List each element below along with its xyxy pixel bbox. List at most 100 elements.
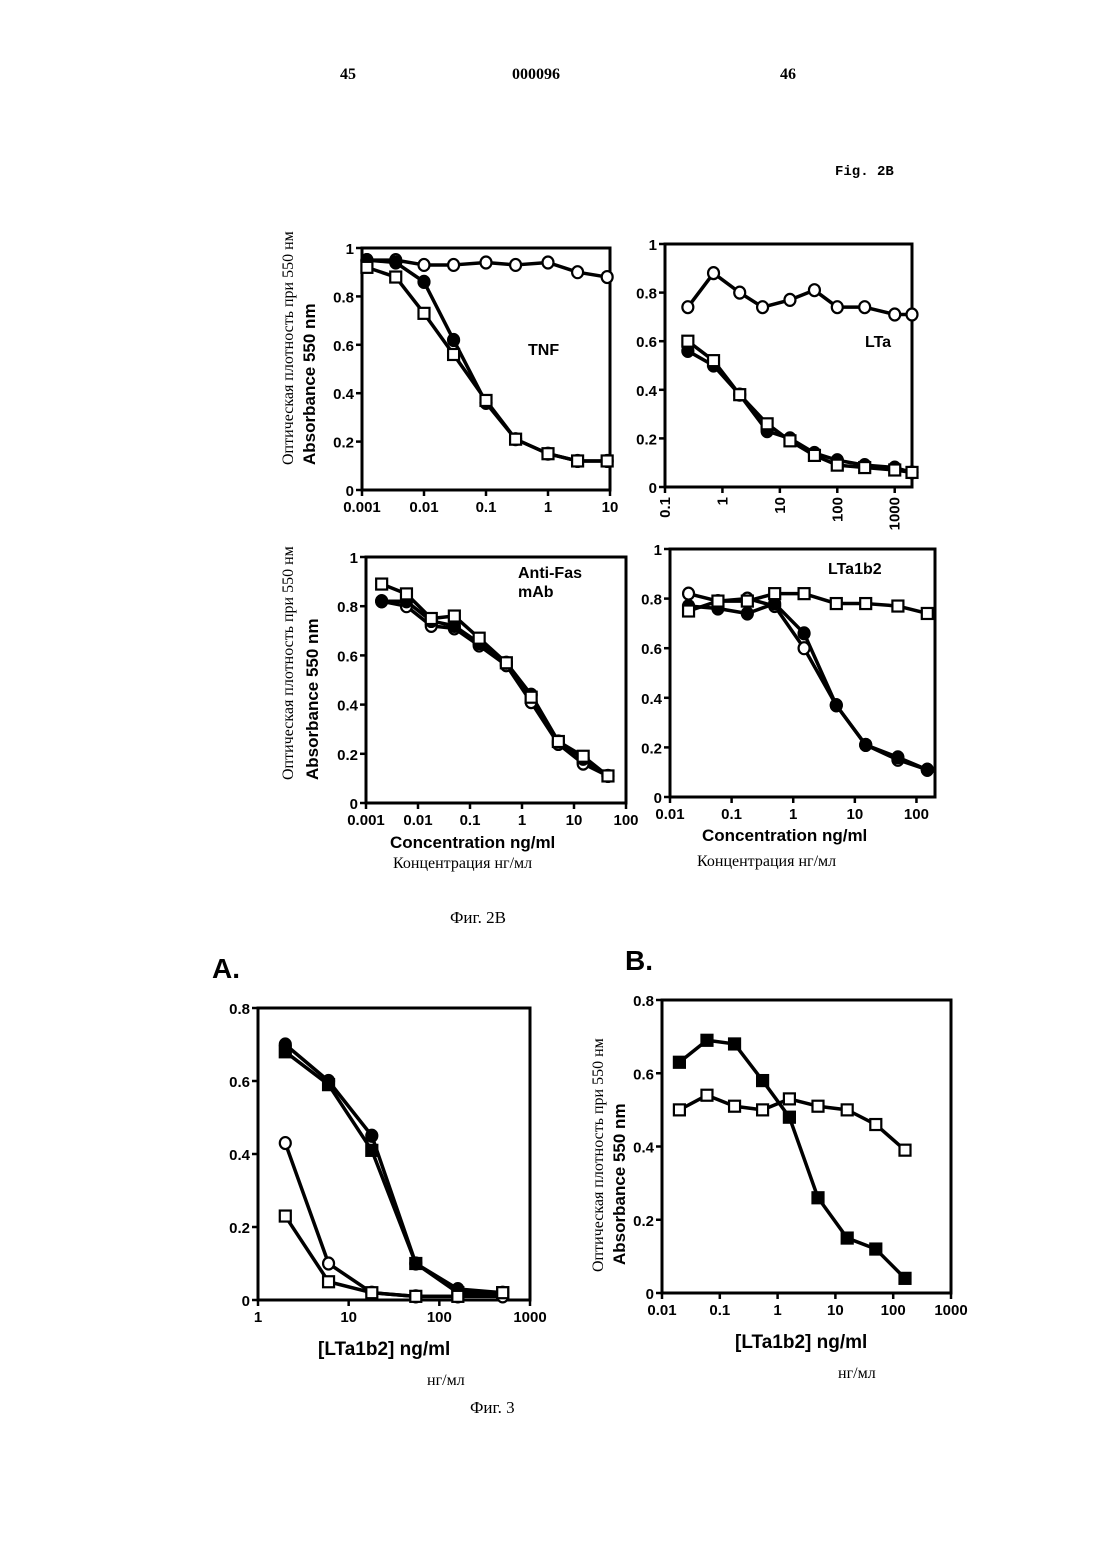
fig3b-series-1-point [782, 1092, 796, 1106]
tnf-xtick-label: 0.001 [343, 499, 381, 516]
lta-ytick-label: 0.6 [636, 334, 657, 351]
page-number-right: 46 [780, 66, 796, 83]
antifas-series-2-line [381, 582, 610, 778]
antifas-series-2-point [375, 577, 389, 591]
tnf-series-2-point [446, 347, 461, 362]
lta-series-0-point [783, 292, 797, 307]
lta-xtick-label: 100 [829, 497, 846, 522]
lta1b2-ytick-label: 0 [654, 790, 662, 807]
fig3a-series-3-point [451, 1289, 465, 1303]
tnf-series-0-point [479, 255, 493, 270]
lta1b2-series-2-point [797, 587, 811, 601]
tnf-series-2-point [541, 447, 555, 461]
lta1b2-series-2-point [891, 599, 905, 613]
tnf-series-1-line [366, 258, 608, 463]
lta-ytick-label: 0 [649, 480, 657, 497]
lta-title: LTa [865, 334, 891, 351]
antifas-ytick-label: 0.4 [337, 698, 359, 715]
tnf-xtick-label: 0.1 [476, 499, 497, 516]
antifas-xlabel: Concentration ng/ml [390, 833, 555, 852]
fig3a-series-3-line [283, 1215, 503, 1299]
tnf-series-1-point [389, 255, 403, 270]
lta-series-0-point [706, 266, 721, 281]
lta1b2-series-2-point [740, 594, 754, 608]
lta1b2-series-1-point [920, 762, 934, 777]
fig3b-series-0-point [898, 1271, 912, 1285]
lta-series-2-point [858, 460, 872, 475]
fig3a-series-1-line [284, 1050, 503, 1295]
lta1b2-xlabel: Concentration ng/ml [702, 826, 867, 845]
fig3b-series-0-point [672, 1055, 686, 1069]
fig3a-series-0-point [365, 1128, 379, 1143]
fig3a-series-2-line [283, 1142, 503, 1299]
lta-series-2-point [706, 354, 721, 368]
fig3a-title: A. [212, 953, 240, 984]
fig3b-series-1-point [755, 1103, 770, 1117]
fig3a-series-3-point [365, 1286, 379, 1300]
fig3a-series-3-point [409, 1289, 423, 1303]
lta-series-2-point [888, 463, 902, 477]
tnf-ytick-label: 0.2 [333, 435, 354, 452]
lta-series-2-point [830, 458, 844, 472]
lta-series-2-point [905, 465, 919, 480]
tnf-series-2-point [508, 432, 523, 446]
antifas-series-2-point [499, 656, 513, 670]
fig3b-xlabel-ru: нг/мл [838, 1365, 876, 1382]
lta-series-0-point [830, 300, 844, 315]
antifas-series-2-point [524, 690, 538, 704]
fig3b-ytick-label: 0.8 [633, 993, 654, 1010]
lta1b2-xtick-label: 1 [789, 806, 797, 823]
fig3a-xtick-label: 100 [427, 1309, 452, 1326]
lta-xtick-label: 10 [772, 497, 789, 514]
fig3a-series-2-point [321, 1256, 336, 1271]
fig2b-label: Fig. 2B [835, 164, 894, 180]
fig3b-ytick-label: 0.6 [633, 1066, 654, 1083]
lta1b2-xtick-label: 0.1 [721, 806, 742, 823]
lta-xtick-label: 1 [714, 497, 731, 505]
lta-chart: 0 0.2 0.4 0.6 0.8 1 0.1 1 10 100 1000 LTa [636, 237, 919, 530]
lta1b2-series-0-point [797, 641, 811, 656]
fig3b-chart: 0 0.2 0.4 0.6 0.8 0.01 0.1 1 10 100 1000 B. [LTa1b2]… [625, 945, 968, 1353]
fig3b-xtick-label: 1000 [934, 1302, 967, 1319]
antifas-title: Anti-Fas [518, 565, 582, 582]
lta1b2-xtick-label: 100 [904, 806, 929, 823]
fig3b-series-1-point [700, 1088, 714, 1102]
fig3b-xtick-label: 0.01 [647, 1302, 676, 1319]
fig3a-ytick-label: 0.2 [229, 1220, 250, 1237]
tnf-xtick-label: 10 [602, 499, 619, 516]
fig3b-series-0-point [782, 1110, 796, 1124]
tnf-series-0-point [508, 257, 523, 273]
lta1b2-series-2-point [859, 596, 873, 611]
antifas-series-2-point [551, 734, 565, 749]
fig3b-series-0-point [869, 1242, 883, 1256]
lta1b2-frame [668, 547, 937, 799]
tnf-series-2-point [570, 454, 585, 468]
fig2-lta1b2-xlabel-ru: Концентрация нг/мл [697, 853, 837, 870]
fig3a-series-3-point [496, 1286, 510, 1300]
antifas-series-2-point [576, 749, 590, 763]
tnf-ytick-label: 0.6 [333, 338, 354, 355]
fig3a-xtick-label: 1000 [513, 1309, 546, 1326]
tnf-series-2-point [600, 454, 614, 468]
antifas-ytick-label: 0 [350, 796, 358, 813]
fig3b-series-0-point [727, 1037, 742, 1051]
tnf-series-0-point [570, 265, 585, 280]
tnf-xtick-label: 0.01 [409, 499, 438, 516]
lta1b2-ytick-label: 0.8 [641, 592, 662, 609]
fig3a-ytick-label: 0.8 [229, 1001, 250, 1018]
lta-ytick-label: 0.2 [636, 431, 657, 448]
figure3-caption: Фиг. 3 [470, 1398, 515, 1417]
lta1b2-series-2-point [768, 587, 782, 601]
antifas-xtick-label: 0.1 [460, 812, 481, 829]
antifas-ytick-label: 0.8 [337, 599, 358, 616]
lta1b2-ytick-label: 0.2 [641, 740, 662, 757]
fig3b-xtick-label: 1 [773, 1302, 781, 1319]
lta1b2-ytick-label: 0.4 [641, 691, 663, 708]
lta1b2-series-2-point [681, 604, 696, 618]
antifas-xtick-label: 100 [613, 812, 638, 829]
antifas-frame [364, 555, 628, 805]
tnf-chart: 0 0.2 0.4 0.6 0.8 1 0.001 0.01 0.1 1 10 TNF [333, 241, 618, 516]
fig3a-ytick-label: 0.6 [229, 1074, 250, 1091]
lta-ytick-label: 0.8 [636, 286, 657, 303]
